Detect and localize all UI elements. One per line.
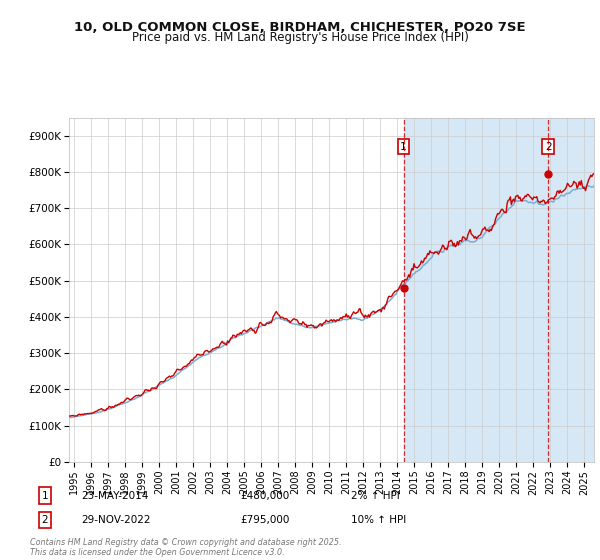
Bar xyxy=(404,118,548,462)
Text: 10% ↑ HPI: 10% ↑ HPI xyxy=(351,515,406,525)
Text: 1: 1 xyxy=(400,142,407,152)
Text: 2% ↑ HPI: 2% ↑ HPI xyxy=(351,491,400,501)
Text: £480,000: £480,000 xyxy=(240,491,289,501)
Text: 2: 2 xyxy=(545,142,551,152)
Text: 2: 2 xyxy=(41,515,49,525)
Bar xyxy=(548,118,594,462)
Text: 23-MAY-2014: 23-MAY-2014 xyxy=(81,491,148,501)
Text: Contains HM Land Registry data © Crown copyright and database right 2025.
This d: Contains HM Land Registry data © Crown c… xyxy=(30,538,341,557)
Text: 10, OLD COMMON CLOSE, BIRDHAM, CHICHESTER, PO20 7SE: 10, OLD COMMON CLOSE, BIRDHAM, CHICHESTE… xyxy=(74,21,526,34)
Text: 1: 1 xyxy=(41,491,49,501)
Text: Price paid vs. HM Land Registry's House Price Index (HPI): Price paid vs. HM Land Registry's House … xyxy=(131,31,469,44)
Text: 29-NOV-2022: 29-NOV-2022 xyxy=(81,515,151,525)
Text: £795,000: £795,000 xyxy=(240,515,289,525)
